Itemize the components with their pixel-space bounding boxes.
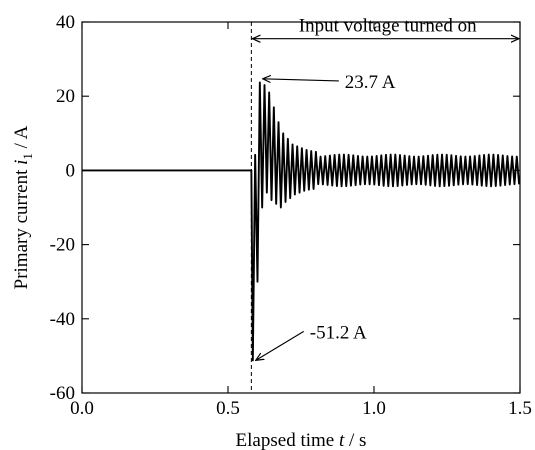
y-tick-label: 40: [56, 12, 75, 33]
annotation-label-0: Input voltage turned on: [299, 16, 477, 37]
x-tick-label: 0.5: [216, 398, 240, 419]
y-tick-label: -60: [50, 383, 75, 404]
y-tick-label: -40: [50, 309, 75, 330]
y-axis-label: Primary current i1 / A: [11, 125, 35, 289]
y-tick-label: 0: [66, 160, 76, 181]
x-tick-label: 1.5: [508, 398, 532, 419]
annotation-arrow-1: [263, 79, 339, 81]
x-tick-label: 0.0: [70, 398, 94, 419]
y-tick-label: -20: [50, 235, 75, 256]
x-tick-label: 1.0: [362, 398, 386, 419]
y-tick-label: 20: [56, 86, 75, 107]
plot-frame: [81, 21, 521, 394]
series-line: [82, 81, 521, 362]
annotation-label-1: 23.7 A: [345, 72, 396, 93]
plot-area: [82, 22, 521, 393]
x-axis-label: Elapsed time t / s: [236, 430, 367, 450]
annotation-label-2: -51.2 A: [310, 322, 367, 343]
annotation-arrow-2: [256, 330, 305, 360]
axes: 0.0 0.5 1.0 1.5 -60 -40 -20 0 20 40 Elapsed time t…: [11, 12, 532, 450]
annotations: Input voltage turned on 23.7 A -51.2 A: [252, 16, 519, 361]
